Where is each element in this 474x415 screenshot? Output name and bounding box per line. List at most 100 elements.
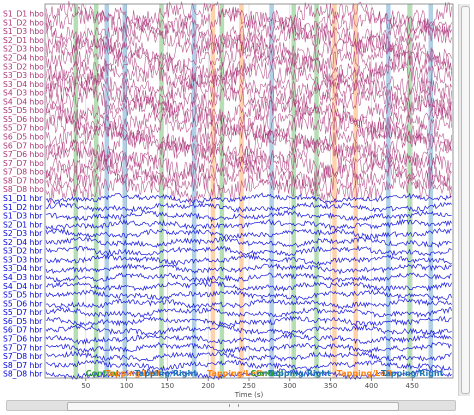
channel-label-s1_d3-hbo[interactable]: S1_D3 hbo	[3, 27, 44, 36]
plot-frame	[44, 3, 454, 379]
trace-s4_d3-hbo	[45, 79, 452, 108]
channel-label-s5_d6-hbr[interactable]: S5_D6 hbr	[3, 299, 43, 308]
annotation-label-tapping-right: Tapping/Right	[135, 369, 198, 378]
trace-s2_d4-hbr	[45, 236, 452, 249]
channel-label-s3_d2-hbr[interactable]: S3_D2 hbr	[3, 247, 43, 256]
trace-s7_d7-hbo	[45, 146, 452, 180]
trace-s5_d6-hbr	[45, 298, 452, 310]
scroll-grip-icon	[229, 404, 239, 407]
annotation-span-tapping-right[interactable]	[269, 4, 274, 378]
channel-label-s5_d5-hbr[interactable]: S5_D5 hbr	[3, 291, 43, 300]
channel-label-s2_d4-hbo[interactable]: S2_D4 hbo	[3, 54, 44, 63]
trace-s8_d8-hbo	[45, 173, 452, 206]
channel-label-s7_d8-hbr[interactable]: S7_D8 hbr	[3, 352, 43, 361]
channel-label-s7_d7-hbr[interactable]: S7_D7 hbr	[3, 343, 43, 352]
channel-label-s3_d4-hbr[interactable]: S3_D4 hbr	[3, 264, 43, 273]
channel-label-s1_d3-hbr[interactable]: S1_D3 hbr	[3, 212, 43, 221]
trace-s3_d4-hbo	[45, 68, 452, 100]
trace-s7_d8-hbo	[45, 156, 452, 189]
trace-s5_d7-hbo	[45, 113, 452, 143]
channel-label-s5_d7-hbr[interactable]: S5_D7 hbr	[3, 308, 43, 317]
channel-label-s8_d8-hbo[interactable]: S8_D8 hbo	[3, 185, 44, 194]
channel-label-s5_d5-hbo[interactable]: S5_D5 hbo	[3, 106, 44, 115]
trace-s1_d1-hbr	[45, 192, 452, 205]
channel-label-s1_d2-hbr[interactable]: S1_D2 hbr	[3, 203, 43, 212]
annotation-span-tapping-right[interactable]	[191, 4, 197, 378]
channel-label-s1_d1-hbr[interactable]: S1_D1 hbr	[3, 194, 43, 203]
trace-s2_d3-hbo	[45, 33, 452, 66]
channel-label-s5_d6-hbo[interactable]: S5_D6 hbo	[3, 115, 44, 124]
channel-label-s4_d3-hbo[interactable]: S4_D3 hbo	[3, 89, 44, 98]
channel-traces	[45, 0, 452, 381]
annotation-span-tapping-left[interactable]	[353, 4, 358, 378]
annotation-span-tapping-left[interactable]	[210, 4, 216, 378]
x-tick-label: 400	[365, 382, 378, 390]
trace-s3_d3-hbo	[45, 60, 452, 92]
annotation-span-control[interactable]	[219, 4, 225, 378]
channel-label-s1_d2-hbo[interactable]: S1_D2 hbo	[3, 18, 44, 27]
annotation-label-tapping-left: Tapping/Left	[337, 369, 393, 378]
channel-label-s4_d4-hbo[interactable]: S4_D4 hbo	[3, 97, 44, 106]
annotation-span-tapping-right[interactable]	[104, 4, 110, 378]
channel-label-s6_d7-hbo[interactable]: S6_D7 hbo	[3, 141, 44, 150]
channel-label-s3_d3-hbr[interactable]: S3_D3 hbr	[3, 255, 43, 264]
vertical-scroll-thumb[interactable]	[461, 6, 470, 394]
x-tick-label: 100	[120, 382, 133, 390]
annotation-span-tapping-right[interactable]	[122, 4, 128, 378]
trace-s1_d2-hbo	[45, 5, 452, 40]
x-axis-label: Time (s)	[234, 391, 264, 399]
trace-s2_d4-hbo	[45, 42, 452, 74]
vertical-scrollbar[interactable]	[458, 4, 470, 396]
channel-label-s7_d6-hbr[interactable]: S7_D6 hbr	[3, 334, 43, 343]
channel-label-s8_d7-hbr[interactable]: S8_D7 hbr	[3, 361, 43, 370]
channel-label-s7_d8-hbo[interactable]: S7_D8 hbo	[3, 168, 44, 177]
trace-s7_d6-hbr	[45, 332, 452, 345]
channel-label-s6_d7-hbr[interactable]: S6_D7 hbr	[3, 326, 43, 335]
channel-label-s1_d1-hbo[interactable]: S1_D1 hbo	[3, 10, 44, 19]
channel-label-s4_d4-hbr[interactable]: S4_D4 hbr	[3, 282, 43, 291]
annotation-span-tapping-right[interactable]	[386, 4, 391, 378]
channel-label-s2_d3-hbr[interactable]: S2_D3 hbr	[3, 229, 43, 238]
channel-label-s6_d5-hbo[interactable]: S6_D5 hbo	[3, 133, 44, 142]
annotation-span-tapping-left[interactable]	[332, 4, 337, 378]
annotation-span-tapping-right[interactable]	[428, 4, 434, 378]
channel-label-s3_d2-hbo[interactable]: S3_D2 hbo	[3, 62, 44, 71]
x-tick-label: 200	[202, 382, 215, 390]
channel-label-s8_d8-hbr[interactable]: S8_D8 hbr	[3, 370, 43, 379]
channel-label-s4_d3-hbr[interactable]: S4_D3 hbr	[3, 273, 43, 282]
channel-label-s3_d3-hbo[interactable]: S3_D3 hbo	[3, 71, 44, 80]
trace-s7_d7-hbr	[45, 341, 452, 354]
trace-s2_d1-hbr	[45, 218, 452, 231]
trace-s8_d8-hbr	[45, 367, 452, 381]
channel-label-s2_d1-hbr[interactable]: S2_D1 hbr	[3, 220, 43, 229]
horizontal-scroll-thumb[interactable]	[67, 402, 399, 411]
annotation-label-control: Control	[86, 369, 119, 378]
trace-s7_d8-hbr	[45, 350, 452, 362]
channel-label-s8_d7-hbo[interactable]: S8_D7 hbo	[3, 176, 44, 185]
trace-s4_d3-hbr	[45, 272, 452, 284]
channel-label-s3_d4-hbo[interactable]: S3_D4 hbo	[3, 80, 44, 89]
annotation-label-tapping-right: Tapping/Right	[381, 369, 444, 378]
trace-s6_d5-hbo	[45, 120, 452, 154]
trace-s6_d7-hbo	[45, 129, 452, 162]
channel-label-s2_d4-hbr[interactable]: S2_D4 hbr	[3, 238, 43, 247]
channel-label-s2_d3-hbo[interactable]: S2_D3 hbo	[3, 45, 44, 54]
trace-s5_d5-hbo	[45, 94, 452, 128]
x-tick-label: 150	[161, 382, 174, 390]
annotation-span-tapping-left[interactable]	[239, 4, 244, 378]
trace-s6_d5-hbr	[45, 315, 452, 328]
annotation-span-control[interactable]	[159, 4, 164, 378]
annotation-label-tapping-right: Tapping/Right	[268, 369, 331, 378]
channel-label-s5_d7-hbo[interactable]: S5_D7 hbo	[3, 124, 44, 133]
trace-s3_d2-hbo	[45, 50, 452, 82]
channel-label-s6_d5-hbr[interactable]: S6_D5 hbr	[3, 317, 43, 326]
channel-label-s2_d1-hbo[interactable]: S2_D1 hbo	[3, 36, 44, 45]
x-tick-label: 250	[242, 382, 255, 390]
horizontal-scrollbar[interactable]	[6, 400, 456, 411]
channel-label-s7_d7-hbo[interactable]: S7_D7 hbo	[3, 159, 44, 168]
annotation-span-control[interactable]	[407, 4, 412, 378]
trace-s1_d3-hbr	[45, 209, 452, 223]
channel-label-s7_d6-hbo[interactable]: S7_D6 hbo	[3, 150, 44, 159]
